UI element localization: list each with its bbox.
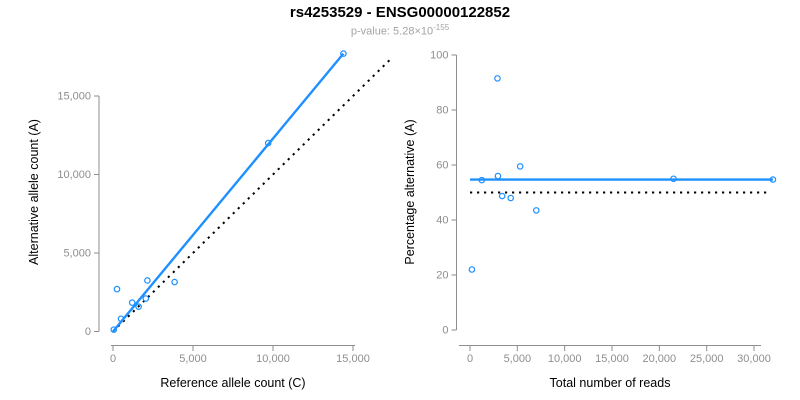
percentage-point-marker [507, 194, 515, 202]
allele-counts-x-axis-title: Reference allele count (C) [160, 376, 305, 390]
allele-counts-point-marker [113, 285, 121, 293]
percentage-x-tick-label: 5,000 [504, 353, 532, 365]
percentage-x-tick-label: 30,000 [737, 353, 771, 365]
percentage-y-tick-label: 20 [436, 270, 448, 282]
allele-counts-y-tick-label: 10,000 [57, 169, 91, 181]
pvalue-text: p-value: 5.28×10 [350, 25, 434, 38]
percentage-point-marker [532, 207, 540, 214]
percentage-point-marker [516, 163, 524, 170]
allele-counts-y-tick-label: 15,000 [57, 91, 91, 103]
allele-counts-x-tick-label: 0 [110, 353, 116, 365]
allele-counts-point-marker [144, 277, 151, 284]
allele-counts-point-marker [142, 295, 150, 302]
allele-counts-y-tick-label: 5,000 [63, 248, 91, 260]
allele-counts-x-tick-label: 5,000 [179, 353, 207, 365]
pvalue-exponent: -155 [433, 23, 450, 32]
allele-counts-fit-line [112, 52, 345, 333]
percentage-y-tick-label: 80 [436, 105, 448, 117]
allele-counts-point-marker [128, 299, 136, 306]
percentage-x-tick-label: 0 [467, 353, 473, 365]
percentage-y-tick-label: 60 [436, 160, 448, 172]
allele-counts-point-marker [135, 303, 142, 310]
allele-counts-point-marker [110, 326, 118, 333]
allele-counts-x-tick-label: 15,000 [336, 353, 370, 365]
percentage-y-tick-label: 0 [442, 325, 448, 337]
allele-counts-point-marker [340, 50, 347, 57]
percentage-x-tick-label: 10,000 [548, 353, 582, 365]
allele-counts-point-marker [264, 139, 272, 147]
percentage-x-tick-label: 20,000 [643, 353, 677, 365]
percentage-point-marker [670, 175, 677, 183]
percentage-point-marker [468, 266, 476, 273]
allele-counts-y-tick-label: 0 [85, 326, 91, 338]
plot-title: rs4253529 - ENSG00000122852 [289, 4, 511, 21]
allele-counts-y-axis-title: Alternative allele count (A) [27, 119, 41, 265]
percentage-y-tick-label: 40 [436, 215, 448, 227]
percentage-point-marker [494, 172, 502, 180]
percentage-point-marker [769, 176, 777, 183]
percentage-x-tick-label: 15,000 [595, 353, 629, 365]
allele-counts-point-marker [117, 315, 125, 323]
allele-counts-identity-line [112, 58, 392, 333]
allele-counts-x-tick-label: 10,000 [256, 353, 290, 365]
percentage-x-axis-title: Total number of reads [550, 376, 671, 390]
plot-subtitle: p-value: 5.28×10-155 [0, 23, 800, 38]
percentage-point-marker [498, 192, 506, 200]
percentage-y-tick-label: 100 [430, 50, 448, 62]
percentage-point-marker [494, 75, 501, 82]
allele-counts-point-marker [171, 278, 178, 286]
percentage-point-marker [478, 176, 486, 184]
percentage-x-tick-label: 25,000 [690, 353, 724, 365]
percentage-y-axis-title: Percentage alternative (A) [403, 119, 417, 264]
